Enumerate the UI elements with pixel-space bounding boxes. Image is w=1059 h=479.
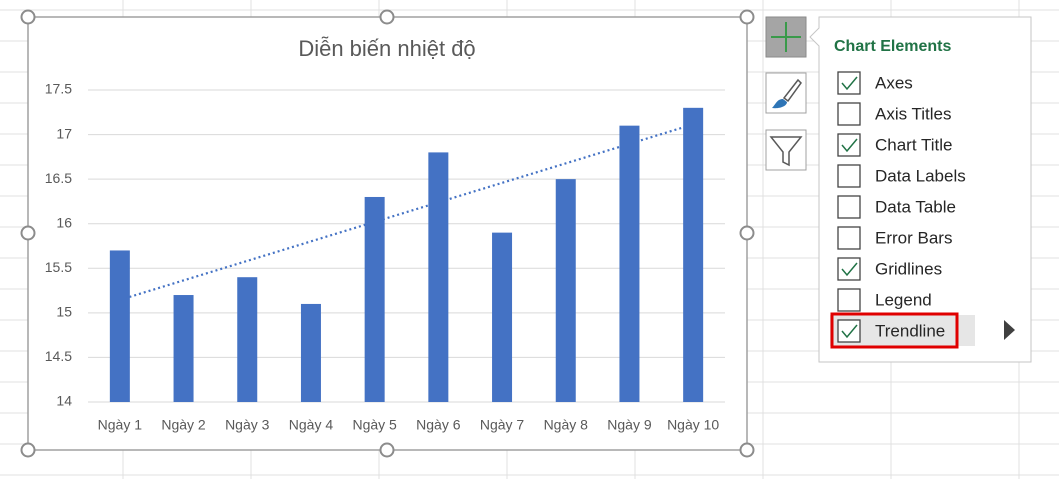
checkbox[interactable] <box>837 164 861 188</box>
checkbox[interactable] <box>837 226 861 250</box>
checkbox[interactable] <box>837 257 861 281</box>
chart-elements-panel: Chart Elements Axes Axis Titles Chart Titl… <box>809 16 1032 363</box>
bar <box>237 277 258 402</box>
panel-item[interactable]: Chart Title <box>837 133 952 157</box>
highlight-box <box>830 312 959 349</box>
bar <box>364 196 385 402</box>
y-tick-label: 16 <box>56 214 72 230</box>
bar <box>300 303 321 402</box>
checkbox[interactable] <box>837 102 861 126</box>
chart-filters-button[interactable] <box>765 129 807 171</box>
resize-handle[interactable] <box>20 9 36 25</box>
handles <box>20 9 755 458</box>
y-tick-label: 15 <box>56 304 72 320</box>
checkbox[interactable] <box>837 133 861 157</box>
resize-handle[interactable] <box>379 442 395 458</box>
panel-item[interactable]: Legend <box>837 288 932 312</box>
x-tick-label: Ngày 10 <box>667 417 719 433</box>
bar <box>555 179 576 402</box>
x-tick-label: Ngày 9 <box>607 417 652 433</box>
panel-item[interactable]: Data Table <box>837 195 956 219</box>
panel-item[interactable]: Gridlines <box>837 257 942 281</box>
item-label: Error Bars <box>875 228 952 247</box>
resize-handle[interactable] <box>20 225 36 241</box>
panel-item[interactable]: Axes <box>837 71 913 95</box>
bar <box>683 107 704 402</box>
item-label: Trendline <box>875 321 945 340</box>
checkmark <box>841 262 858 277</box>
x-tick-label: Ngày 7 <box>480 417 525 433</box>
x-tick-label: Ngày 4 <box>289 417 334 433</box>
panel-item[interactable]: Trendline <box>837 319 945 343</box>
resize-handle[interactable] <box>379 9 395 25</box>
checkbox[interactable] <box>837 319 861 343</box>
resize-handle[interactable] <box>20 442 36 458</box>
x-tick-label: Ngày 1 <box>98 417 143 433</box>
bar <box>619 125 640 403</box>
item-label: Chart Title <box>875 135 952 154</box>
chart-styles-button[interactable] <box>765 72 807 114</box>
bar <box>428 152 449 402</box>
y-tick-label: 14.5 <box>45 348 72 364</box>
bar <box>109 250 130 402</box>
panel-item[interactable]: Axis Titles <box>837 102 952 126</box>
panel-item[interactable]: Error Bars <box>837 226 952 250</box>
item-label: Axis Titles <box>875 104 952 123</box>
y-tick-label: 17 <box>56 125 72 141</box>
checkbox[interactable] <box>837 288 861 312</box>
resize-handle[interactable] <box>739 9 755 25</box>
checkbox[interactable] <box>837 195 861 219</box>
checkmark <box>841 324 858 339</box>
plot: 14 14.5 15 15.5 16 16.5 17 17.5 Ngày 1 Ngày 2 Ngày… <box>45 81 725 433</box>
y-tick-label: 14 <box>56 393 72 409</box>
bar <box>492 232 513 402</box>
x-tick-label: Ngày 5 <box>352 417 397 433</box>
item-label: Legend <box>875 290 932 309</box>
x-tick-label: Ngày 8 <box>544 417 589 433</box>
item-label: Data Labels <box>875 166 966 185</box>
panel-title: Chart Elements <box>834 38 951 55</box>
panel-items: Axes Axis Titles Chart Title Data Labels Dat… <box>837 71 966 343</box>
y-tick-label: 16.5 <box>45 170 72 186</box>
chart-title: Diễn biến nhiệt độ <box>298 36 475 61</box>
item-label: Axes <box>875 73 913 92</box>
item-label: Gridlines <box>875 259 942 278</box>
item-label: Data Table <box>875 197 956 216</box>
panel-item[interactable]: Data Labels <box>837 164 966 188</box>
y-tick-label: 17.5 <box>45 81 72 97</box>
checkbox[interactable] <box>837 71 861 95</box>
chart-elements-button[interactable] <box>765 16 807 58</box>
checkmark <box>841 138 858 153</box>
x-tick-label: Ngày 6 <box>416 417 461 433</box>
y-tick-label: 15.5 <box>45 259 72 275</box>
x-tick-label: Ngày 2 <box>161 417 206 433</box>
bar <box>173 295 194 402</box>
submenu-arrow[interactable] <box>1004 320 1015 340</box>
resize-handle[interactable] <box>739 225 755 241</box>
checkmark <box>841 76 858 91</box>
resize-handle[interactable] <box>739 442 755 458</box>
x-tick-label: Ngày 3 <box>225 417 270 433</box>
